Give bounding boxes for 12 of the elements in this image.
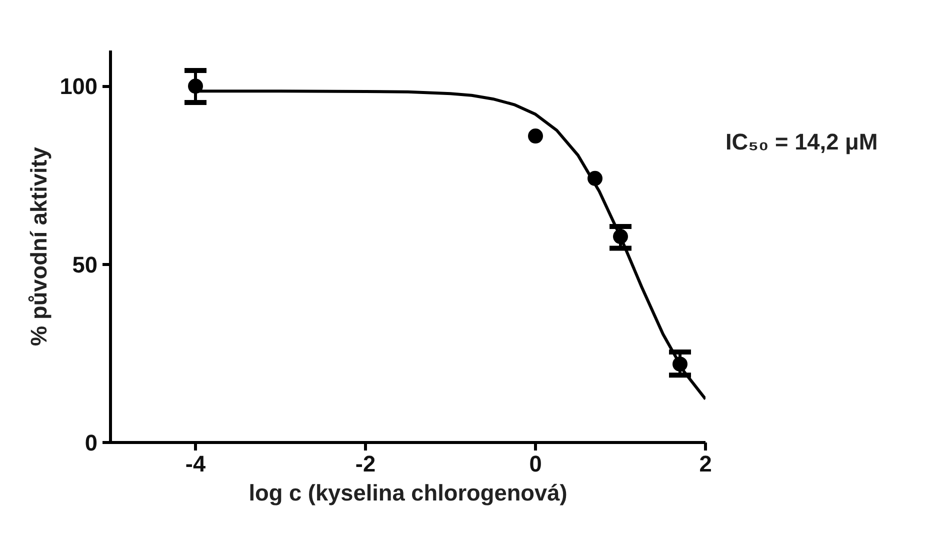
y-tick-label: 50 <box>72 251 98 278</box>
x-axis-title: log c (kyselina chlorogenová) <box>248 480 568 506</box>
text: IC₅₀ = 14,2 μM <box>726 128 878 154</box>
x-tick-label: -2 <box>355 450 376 476</box>
x-tick-label: -4 <box>185 450 206 476</box>
x-tick-label: 0 <box>529 450 542 476</box>
point <box>188 78 203 94</box>
y-tick-label: 100 <box>60 73 98 100</box>
y-axis-title: % původní aktivity <box>26 146 52 346</box>
y-tick-label: 0 <box>84 430 98 456</box>
point <box>528 128 543 144</box>
x-tick-label: 2 <box>699 450 712 476</box>
